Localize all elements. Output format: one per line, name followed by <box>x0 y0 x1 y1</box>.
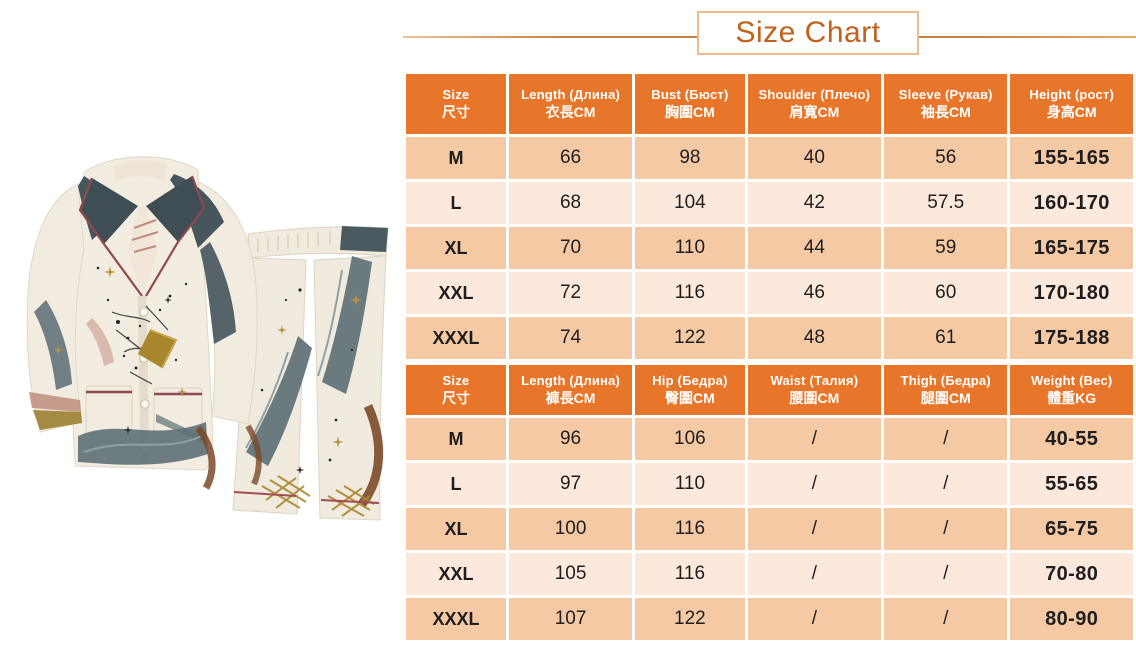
size-chart-panel: Size Chart Size 尺寸 Length (Длина) 衣長CM Bust … <box>403 0 1136 647</box>
value-cell: 40-55 <box>1007 415 1136 463</box>
value-cell: 57.5 <box>881 179 1011 227</box>
size-cell: XXXL <box>403 314 509 362</box>
size-row-XXL: XXL 105 116//70-80 <box>403 550 1136 598</box>
value-cell: 122 <box>632 314 748 362</box>
value-cell: / <box>744 415 885 463</box>
value-cell: 175-188 <box>1007 314 1136 362</box>
product-photo <box>26 156 389 521</box>
value-cell: / <box>744 595 885 643</box>
header-cell: Length (Длина) 褲長CM <box>505 362 636 418</box>
value-cell: 55-65 <box>1007 460 1136 508</box>
value-cell: 104 <box>632 179 748 227</box>
header-cell: Weight (Вес) 體重KG <box>1007 362 1136 418</box>
header-cell: Thigh (Бедра) 腿圍CM <box>881 362 1011 418</box>
value-cell: 110 <box>632 460 748 508</box>
size-cell: XXL <box>403 550 509 598</box>
size-table-top: Size 尺寸 Length (Длина) 衣長CM Bust (Бюст) 胸圍CM S… <box>403 71 1136 362</box>
value-cell: 68 <box>505 179 636 227</box>
value-cell: / <box>881 550 1011 598</box>
value-cell: 48 <box>744 314 885 362</box>
size-row-XXXL: XXXL 107 122//80-90 <box>403 595 1136 643</box>
header-cell: Shoulder (Плечо) 肩寬CM <box>744 71 885 137</box>
header-cell: Waist (Талия) 腰圍CM <box>744 362 885 418</box>
value-cell: 66 <box>505 134 636 182</box>
pajama-shirt <box>26 156 258 490</box>
value-cell: 61 <box>881 314 1011 362</box>
value-cell: / <box>881 460 1011 508</box>
value-cell: 105 <box>505 550 636 598</box>
size-cell: XL <box>403 505 509 553</box>
value-cell: 65-75 <box>1007 505 1136 553</box>
value-cell: 74 <box>505 314 636 362</box>
value-cell: / <box>881 505 1011 553</box>
value-cell: 70 <box>505 224 636 272</box>
size-row-XXL: XXL 72 116 46 60 170-180 <box>403 269 1136 317</box>
size-cell: L <box>403 460 509 508</box>
value-cell: 42 <box>744 179 885 227</box>
value-cell: / <box>744 460 885 508</box>
header-cell: Height (рост) 身高CM <box>1007 71 1136 137</box>
size-chart-title: Size Chart <box>697 11 919 55</box>
value-cell: 72 <box>505 269 636 317</box>
size-cell: XXXL <box>403 595 509 643</box>
size-row-XXXL: XXXL 74 122 48 61 175-188 <box>403 314 1136 362</box>
size-cell: M <box>403 415 509 463</box>
size-row-XL: XL 100 116//65-75 <box>403 505 1136 553</box>
value-cell: 110 <box>632 224 748 272</box>
size-cell: XXL <box>403 269 509 317</box>
header-cell: Size 尺寸 <box>403 362 509 418</box>
value-cell: 122 <box>632 595 748 643</box>
value-cell: 155-165 <box>1007 134 1136 182</box>
value-cell: 116 <box>632 269 748 317</box>
value-cell: 160-170 <box>1007 179 1136 227</box>
pajama-pants <box>232 226 389 521</box>
value-cell: 96 <box>505 415 636 463</box>
value-cell: 80-90 <box>1007 595 1136 643</box>
size-cell: M <box>403 134 509 182</box>
size-table-bottom: Size 尺寸 Length (Длина) 褲長CM Hip (Бедра) 臀圍CM W… <box>403 362 1136 643</box>
value-cell: 106 <box>632 415 748 463</box>
value-cell: 170-180 <box>1007 269 1136 317</box>
value-cell: 97 <box>505 460 636 508</box>
value-cell: 70-80 <box>1007 550 1136 598</box>
header-cell: Sleeve (Рукав) 袖長CM <box>881 71 1011 137</box>
value-cell: 44 <box>744 224 885 272</box>
size-row-M: M 96 106//40-55 <box>403 415 1136 463</box>
value-cell: 116 <box>632 505 748 553</box>
header-cell: Bust (Бюст) 胸圍CM <box>632 71 748 137</box>
size-cell: XL <box>403 224 509 272</box>
value-cell: 40 <box>744 134 885 182</box>
size-row-M: M 66 98 40 56 155-165 <box>403 134 1136 182</box>
size-row-L: L 68 104 42 57.5 160-170 <box>403 179 1136 227</box>
header-cell: Size 尺寸 <box>403 71 509 137</box>
header-cell: Length (Длина) 衣長CM <box>505 71 636 137</box>
value-cell: 107 <box>505 595 636 643</box>
value-cell: 56 <box>881 134 1011 182</box>
value-cell: 60 <box>881 269 1011 317</box>
value-cell: 165-175 <box>1007 224 1136 272</box>
size-cell: L <box>403 179 509 227</box>
value-cell: 100 <box>505 505 636 553</box>
size-row-L: L 97 110//55-65 <box>403 460 1136 508</box>
value-cell: / <box>744 505 885 553</box>
size-row-XL: XL 70 110 44 59 165-175 <box>403 224 1136 272</box>
value-cell: / <box>744 550 885 598</box>
value-cell: 116 <box>632 550 748 598</box>
value-cell: 46 <box>744 269 885 317</box>
value-cell: / <box>881 415 1011 463</box>
value-cell: 98 <box>632 134 748 182</box>
header-cell: Hip (Бедра) 臀圍CM <box>632 362 748 418</box>
value-cell: 59 <box>881 224 1011 272</box>
value-cell: / <box>881 595 1011 643</box>
size-tables: Size 尺寸 Length (Длина) 衣長CM Bust (Бюст) 胸圍CM S… <box>403 71 1136 643</box>
